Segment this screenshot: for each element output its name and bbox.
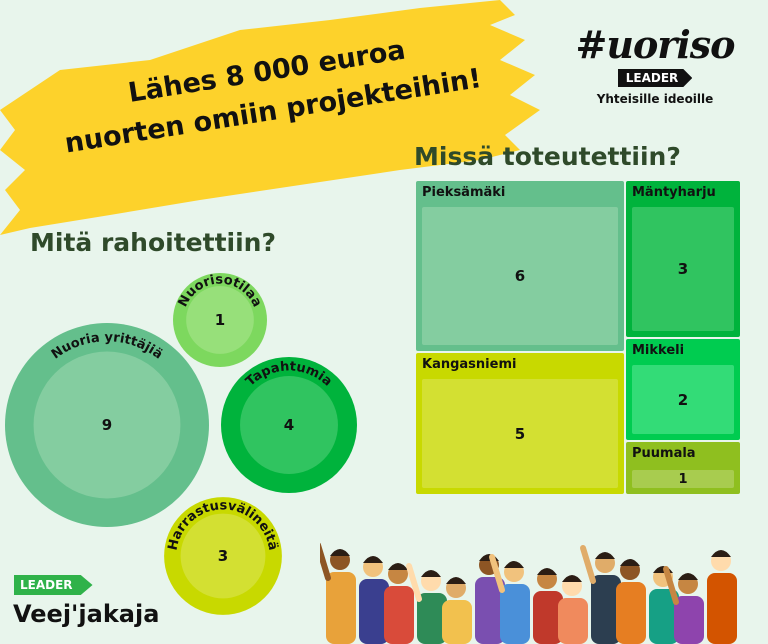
treemap-cell: Mäntyharju 3: [626, 181, 740, 337]
treemap-cell: Pieksämäki 6: [416, 181, 624, 351]
logo-wordmark: #uoriso: [575, 22, 735, 67]
bubble-value: 9: [102, 416, 112, 434]
treemap-chart: Pieksämäki 6 Kangasniemi 5 Mäntyharju 3 Mikkel…: [416, 181, 740, 494]
person-figure: [663, 566, 704, 644]
person-figure: [320, 542, 356, 644]
treemap-cell: Mikkeli 2: [626, 339, 740, 440]
person-figure: [616, 559, 646, 644]
treemap-value: 6: [422, 207, 618, 345]
bubble-chart: Nuoria yrittäjiä9Nuorisotilaa1Tapahtumia…: [5, 272, 357, 615]
person-figure: [442, 577, 472, 644]
yellow-brush-stroke: [0, 0, 540, 235]
bubble-inner: [33, 351, 181, 499]
treemap-label: Puumala: [632, 446, 696, 461]
treemap-title: Missä toteutettiin?: [414, 142, 681, 171]
logo-subtitle: Yhteisille ideoille: [596, 92, 714, 106]
treemap-value: 1: [632, 470, 734, 488]
crowd-illustration: [320, 542, 737, 644]
person-figure: [707, 550, 737, 644]
treemap-label: Pieksämäki: [422, 185, 506, 200]
nuoriso-leader-logo: #uoriso LEADER Yhteisille ideoille: [560, 22, 750, 106]
person-figure: [359, 556, 389, 644]
treemap-label: Mäntyharju: [632, 185, 716, 200]
person-figure: [406, 563, 447, 644]
treemap-cell: Puumala 1: [626, 442, 740, 494]
bubble-value: 4: [284, 416, 294, 434]
treemap-label: Mikkeli: [632, 343, 685, 358]
person-figure: [384, 563, 414, 644]
logo-leader-tag: LEADER: [617, 69, 693, 87]
bubble-inner: [180, 513, 266, 599]
person-figure: [558, 575, 588, 644]
treemap-value: 2: [632, 365, 734, 434]
bubble-value: 1: [215, 311, 225, 329]
veejjakaja-logo: Veej'jakaja: [13, 600, 160, 628]
treemap-label: Kangasniemi: [422, 357, 517, 372]
leader-tag-logo: LEADER: [14, 575, 93, 595]
person-figure: [533, 568, 563, 644]
treemap-value: 5: [422, 379, 618, 488]
bubble-value: 3: [218, 547, 228, 565]
person-figure: [580, 545, 621, 644]
bubble-inner: [186, 286, 254, 354]
bubble-chart-title: Mitä rahoitettiin?: [30, 228, 276, 257]
person-figure: [489, 554, 530, 644]
treemap-value: 3: [632, 207, 734, 331]
treemap-cell: Kangasniemi 5: [416, 353, 624, 494]
bubble-inner: [240, 376, 338, 474]
